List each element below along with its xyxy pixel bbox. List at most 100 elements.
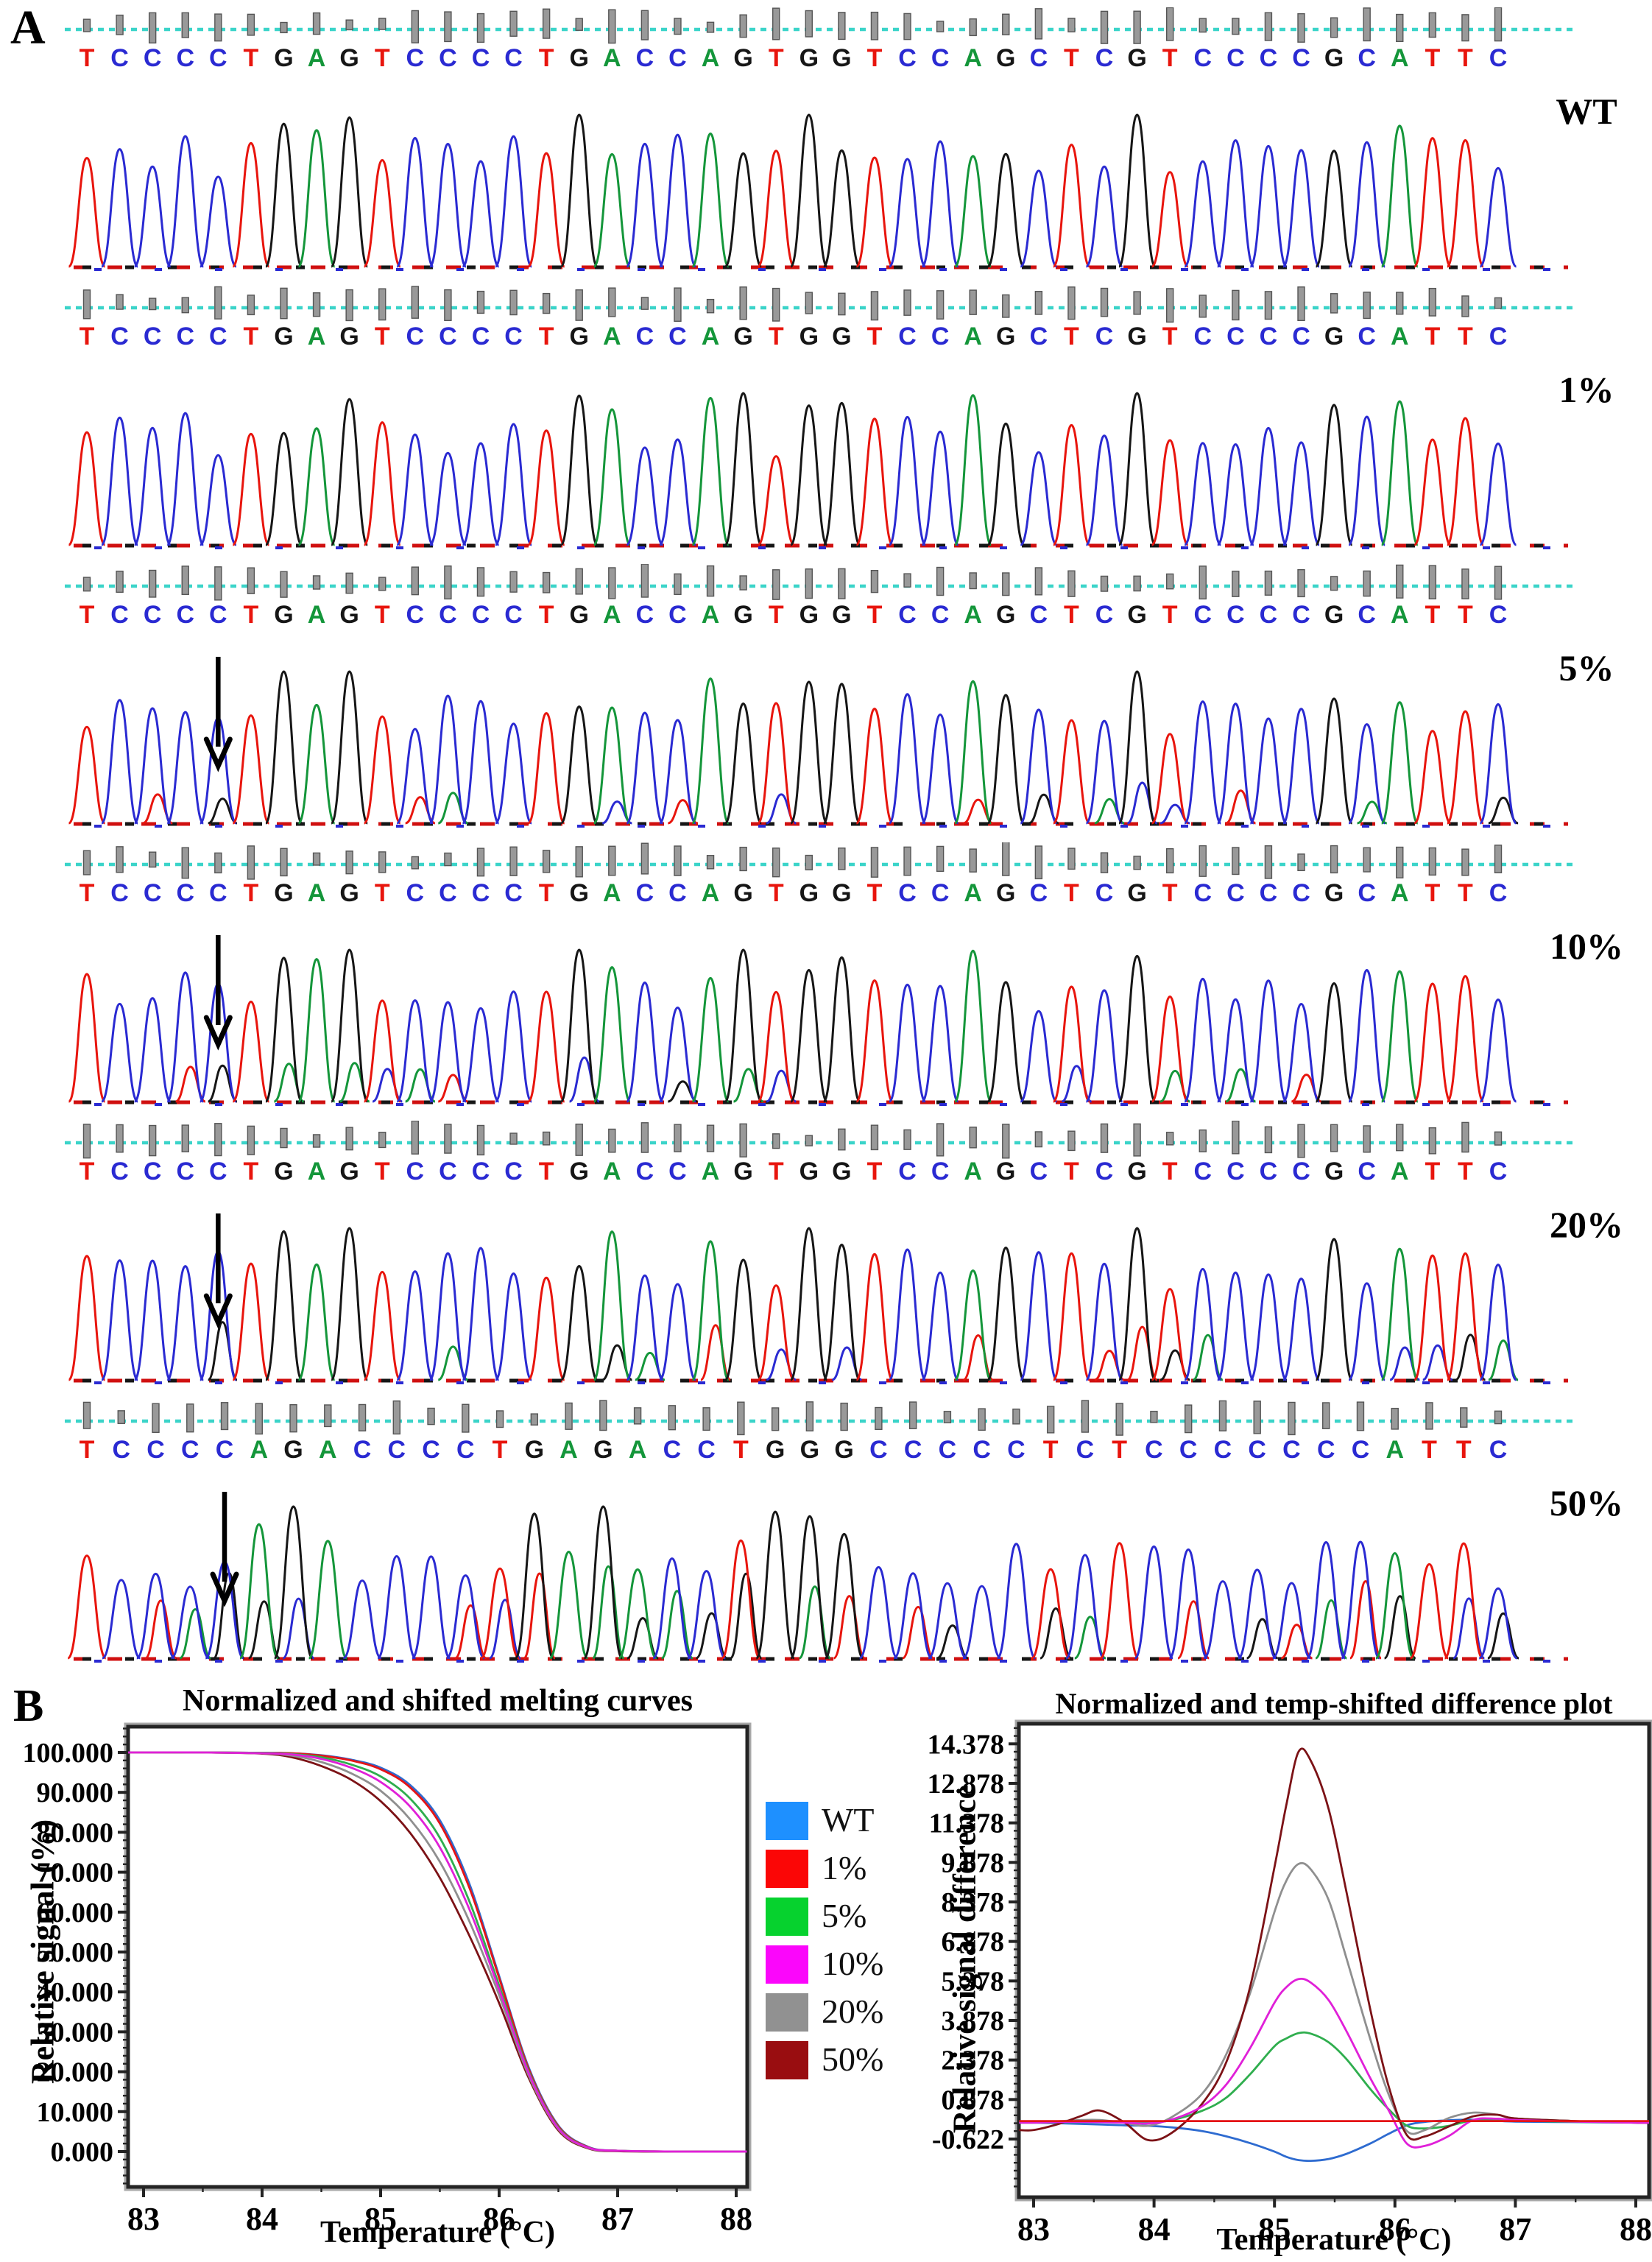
base-call-letter: G [1127,879,1146,907]
chromatogram-peak [494,135,533,268]
quality-bar [530,1413,539,1426]
chromatogram-peak [855,708,894,825]
base-call-letter: T [1162,601,1178,629]
chromatogram-peak [363,715,402,825]
legend-label: 5% [822,1897,867,1934]
base-call-letter: T [80,1436,95,1464]
base-call-letter: C [439,601,457,629]
secondary-peak [1349,1579,1383,1660]
base-call-letter: T [1458,44,1473,72]
base-call-letter: T [375,1158,390,1185]
base-call-letter: C [898,879,917,907]
chromatogram-peak [1249,426,1288,546]
y-tick-label: 14.378 [928,1729,1005,1760]
quality-bar [116,571,124,593]
chromatogram-peak [1446,710,1485,825]
base-call-letter: A [1386,1436,1404,1464]
base-call-letter: T [769,1158,784,1185]
chromatogram-peak [102,1579,141,1660]
base-call-letter: G [832,879,851,907]
series-10% [128,1751,747,2153]
base-call-letter: C [1226,44,1245,72]
quality-bar [870,569,879,593]
chromatogram-peak [548,1550,589,1660]
chromatogram-peak [986,694,1026,825]
chromatogram-peak [1085,989,1124,1103]
chromatogram-peak [1085,434,1124,546]
base-call-letter: C [1248,1436,1266,1464]
base-call-letter: A [603,1158,621,1185]
chromatogram-peak [789,968,828,1103]
quality-bar [840,1402,848,1431]
chromatogram-peak [855,1252,894,1381]
base-call-letter: T [244,879,259,907]
chromatogram-peak [755,1510,796,1660]
quality-bar [345,572,353,594]
chromatogram-peak [297,958,336,1103]
chromatogram-peak [652,1557,693,1660]
base-call-letter: C [1214,1436,1232,1464]
chromatogram-peak [133,707,172,825]
base-call-letter: C [472,1158,490,1185]
quality-bar [608,845,616,876]
chromatogram-peak [1315,697,1354,825]
chromatogram-peak [1019,1251,1058,1381]
quality-bar [903,13,911,40]
trace-label: 50% [1550,1482,1623,1523]
base-call-letter: C [931,44,950,72]
base-call-letter: C [636,1158,654,1185]
quality-bar [1133,575,1141,592]
quality-bar [805,10,813,38]
x-tick-label: 84 [246,2201,278,2237]
quality-bar [476,1124,485,1156]
base-call-letter: G [1324,1158,1344,1185]
base-call-letter: C [406,879,425,907]
base-call-letter: C [1358,44,1376,72]
base-call-letter: T [1064,1158,1079,1185]
quality-bar [255,1403,263,1435]
quality-bar [1494,297,1503,309]
chromatogram-peak [962,1585,1002,1660]
secondary-peak [591,1565,625,1660]
base-call-letter: G [274,879,293,907]
quality-bar [969,572,977,590]
chromatogram-peak [133,997,172,1103]
chromatogram-peak [428,694,467,825]
base-call-letter: C [663,1436,682,1464]
base-call-letter: C [176,44,194,72]
series-5% [1019,2031,1649,2130]
chromatogram-peak [1282,708,1321,825]
quality-bar [575,18,583,31]
base-call-letter: A [308,879,326,907]
quality-bar [82,850,91,875]
quality-bar [378,18,386,30]
quality-bar [1232,1121,1240,1155]
base-call-letter: G [274,323,293,350]
chromatogram-peak [297,1263,336,1381]
chromatogram-peak [1052,1252,1091,1381]
base-call-letter: G [1127,323,1146,350]
base-call-letter: C [898,323,917,350]
chromatogram-peak [68,157,106,268]
quality-bar [1165,288,1174,323]
plot-border [126,1724,749,2189]
quality-bar [1330,17,1338,38]
quality-bar [702,1407,710,1431]
base-call-letter: C [636,44,654,72]
chromatogram-peak [1444,1542,1484,1660]
y-tick-label: 80.000 [37,1817,114,1848]
quality-bar [186,1403,194,1433]
quality-bar [1081,1400,1090,1433]
x-tick-label: 86 [1379,2211,1411,2247]
quality-bar [978,1408,986,1431]
chromatogram-peak [855,156,894,268]
base-call-letter: A [702,323,720,350]
quality-bar [462,1403,470,1433]
chromatogram-peak [494,423,533,546]
quality-bar [345,289,353,322]
quality-bar [1494,1131,1503,1146]
quality-bar [1012,1408,1020,1425]
